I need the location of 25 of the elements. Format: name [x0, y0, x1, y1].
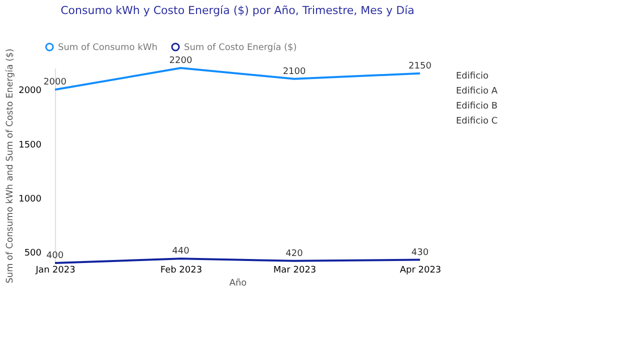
- y-tick-label: 2000: [18, 86, 42, 96]
- x-tick-label: Jan 2023: [34, 266, 76, 276]
- legend-label: Sum of Costo Energía ($): [184, 42, 297, 53]
- data-label: 400: [46, 251, 64, 261]
- legend-label: Sum of Consumo kWh: [58, 42, 158, 53]
- data-label: 420: [286, 248, 304, 259]
- data-label: 440: [172, 246, 190, 257]
- x-tick-label: Feb 2023: [160, 266, 202, 276]
- text: Edificio C: [456, 116, 498, 126]
- x-tick-label: Apr 2023: [400, 266, 442, 276]
- data-label: 430: [411, 248, 429, 258]
- text: Edificio: [456, 72, 490, 82]
- x-tick-label: Mar 2023: [273, 266, 316, 276]
- data-label: 2150: [408, 61, 432, 72]
- data-label: 2100: [282, 66, 306, 77]
- y-tick-label: 1500: [18, 140, 42, 150]
- y-axis-title: Sum of Consumo kWh and Sum of Costo Energía ($): [4, 48, 16, 284]
- y-tick-label: 500: [24, 248, 42, 259]
- data-label: 2200: [169, 56, 192, 66]
- text: Edificio A: [456, 86, 498, 96]
- y-tick-label: 1000: [18, 194, 42, 204]
- data-label: 2000: [44, 78, 67, 88]
- text: Edificio B: [456, 102, 498, 112]
- x-axis-title: Año: [229, 278, 248, 288]
- chart-title: Consumo kWh y Costo Energía ($) por Año, Trimestre, Mes y Día: [60, 4, 414, 18]
